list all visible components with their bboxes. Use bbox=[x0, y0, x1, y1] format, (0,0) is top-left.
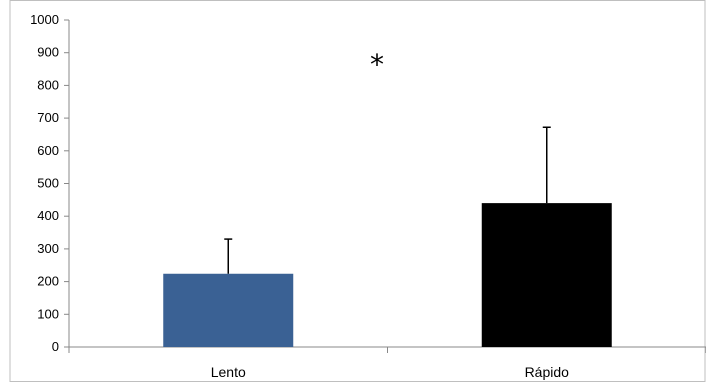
y-tick-label: 100 bbox=[37, 306, 59, 321]
bar-lento bbox=[163, 273, 294, 347]
significance-annotation: * bbox=[370, 48, 384, 81]
y-tick-label: 1000 bbox=[30, 12, 59, 27]
plot-frame bbox=[9, 0, 706, 382]
x-axis: Lento Rápido bbox=[68, 346, 706, 380]
y-tick-label: 700 bbox=[37, 110, 59, 125]
x-category-label: Lento bbox=[211, 364, 246, 380]
y-axis: 0 100 200 300 400 500 600 700 800 900 1000 bbox=[30, 12, 70, 354]
y-tick-label: 500 bbox=[37, 176, 59, 191]
bar-rápido bbox=[481, 203, 612, 347]
bars bbox=[163, 126, 612, 347]
y-tick-label: 200 bbox=[37, 274, 59, 289]
x-category-label: Rápido bbox=[525, 364, 570, 380]
y-tick-label: 600 bbox=[37, 143, 59, 158]
y-tick-label: 900 bbox=[37, 45, 59, 60]
y-tick-label: 800 bbox=[37, 77, 59, 92]
y-tick-label: 0 bbox=[52, 339, 59, 354]
y-tick-label: 300 bbox=[37, 241, 59, 256]
y-tick-label: 400 bbox=[37, 208, 59, 223]
